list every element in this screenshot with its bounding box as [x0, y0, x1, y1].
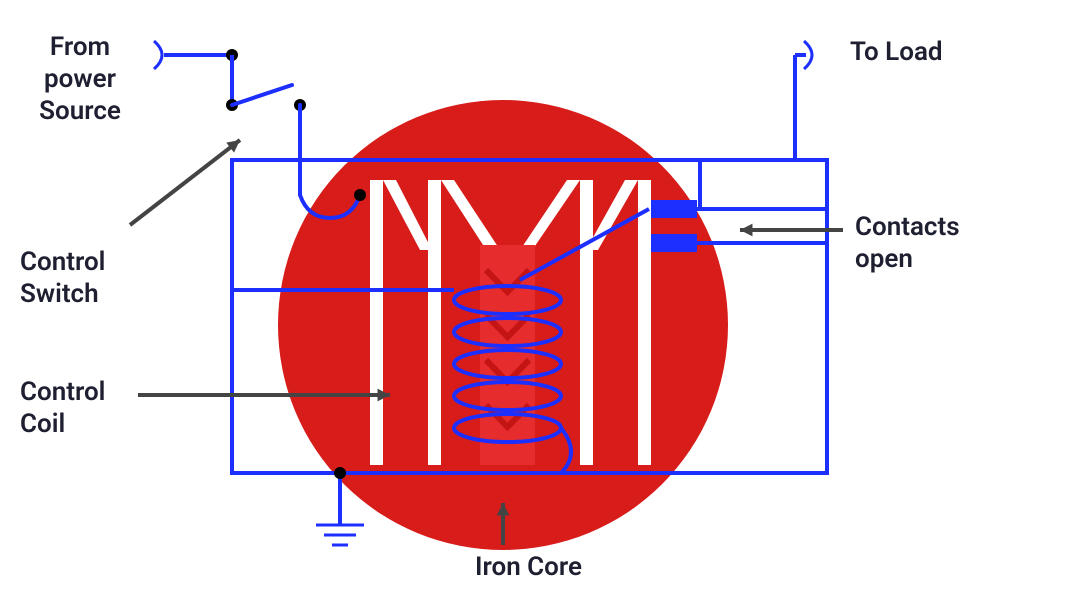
label-text: From — [50, 32, 110, 62]
label-control-switch: ControlSwitch — [20, 247, 105, 309]
label-text: Iron Core — [475, 552, 582, 582]
label-text: Control — [20, 247, 105, 277]
label-text: Switch — [20, 279, 99, 309]
label-control-coil: ControlCoil — [20, 377, 105, 439]
callout-arrow — [130, 140, 240, 225]
label-text: To Load — [850, 37, 943, 67]
label-contacts-open: Contactsopen — [855, 212, 960, 274]
label-iron-core: Iron Core — [475, 552, 582, 582]
label-text: open — [855, 244, 913, 274]
contact-lower — [651, 234, 697, 252]
label-from-power-source: FrompowerSource — [39, 32, 121, 126]
label-to-load: To Load — [850, 37, 943, 67]
label-text: power — [44, 64, 117, 94]
label-text: Contacts — [855, 212, 960, 242]
label-text: Source — [39, 96, 121, 126]
label-text: Control — [20, 377, 105, 407]
label-text: Coil — [20, 409, 65, 439]
contact-upper — [651, 200, 697, 218]
